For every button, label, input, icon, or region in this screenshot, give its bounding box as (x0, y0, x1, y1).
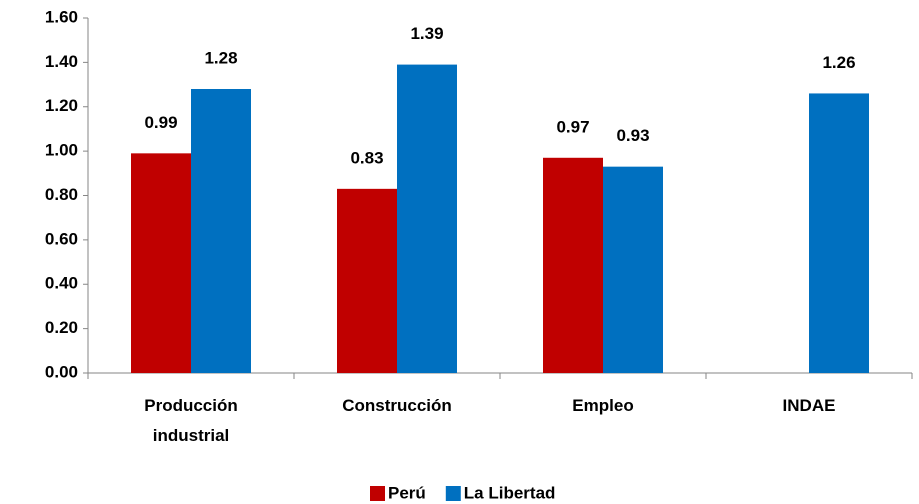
data-label: 0.97 (556, 117, 589, 136)
y-tick-label: 0.00 (45, 362, 78, 381)
y-tick-label: 1.20 (45, 96, 78, 115)
bar (809, 93, 869, 373)
y-tick-label: 1.00 (45, 141, 78, 160)
data-label: 0.93 (616, 126, 649, 145)
data-label: 1.28 (204, 48, 237, 67)
y-tick-label: 0.80 (45, 185, 78, 204)
bar (337, 188, 397, 373)
y-tick-label: 0.60 (45, 229, 78, 248)
y-tick-label: 0.40 (45, 274, 78, 293)
data-label: 1.26 (822, 53, 855, 72)
data-label: 0.99 (144, 113, 177, 132)
legend-swatch (370, 486, 385, 501)
bar (397, 64, 457, 373)
x-tick-label: Producción industrial (144, 396, 238, 445)
legend-label: La Libertad (464, 483, 556, 502)
y-tick-label: 1.40 (45, 52, 78, 71)
legend-swatch (445, 486, 461, 501)
data-label: 1.39 (410, 24, 443, 43)
x-tick-label: Construcción (342, 396, 452, 415)
y-tick-label: 1.60 (45, 7, 78, 26)
x-tick-label: Empleo (572, 396, 634, 415)
bar (131, 153, 191, 373)
bar (543, 157, 603, 373)
x-tick-label: INDAE (782, 396, 836, 415)
bar (603, 166, 663, 373)
data-label: 0.83 (350, 148, 383, 167)
y-tick-label: 0.20 (45, 318, 78, 337)
bar (191, 89, 251, 373)
legend-label: Perú (388, 483, 426, 502)
